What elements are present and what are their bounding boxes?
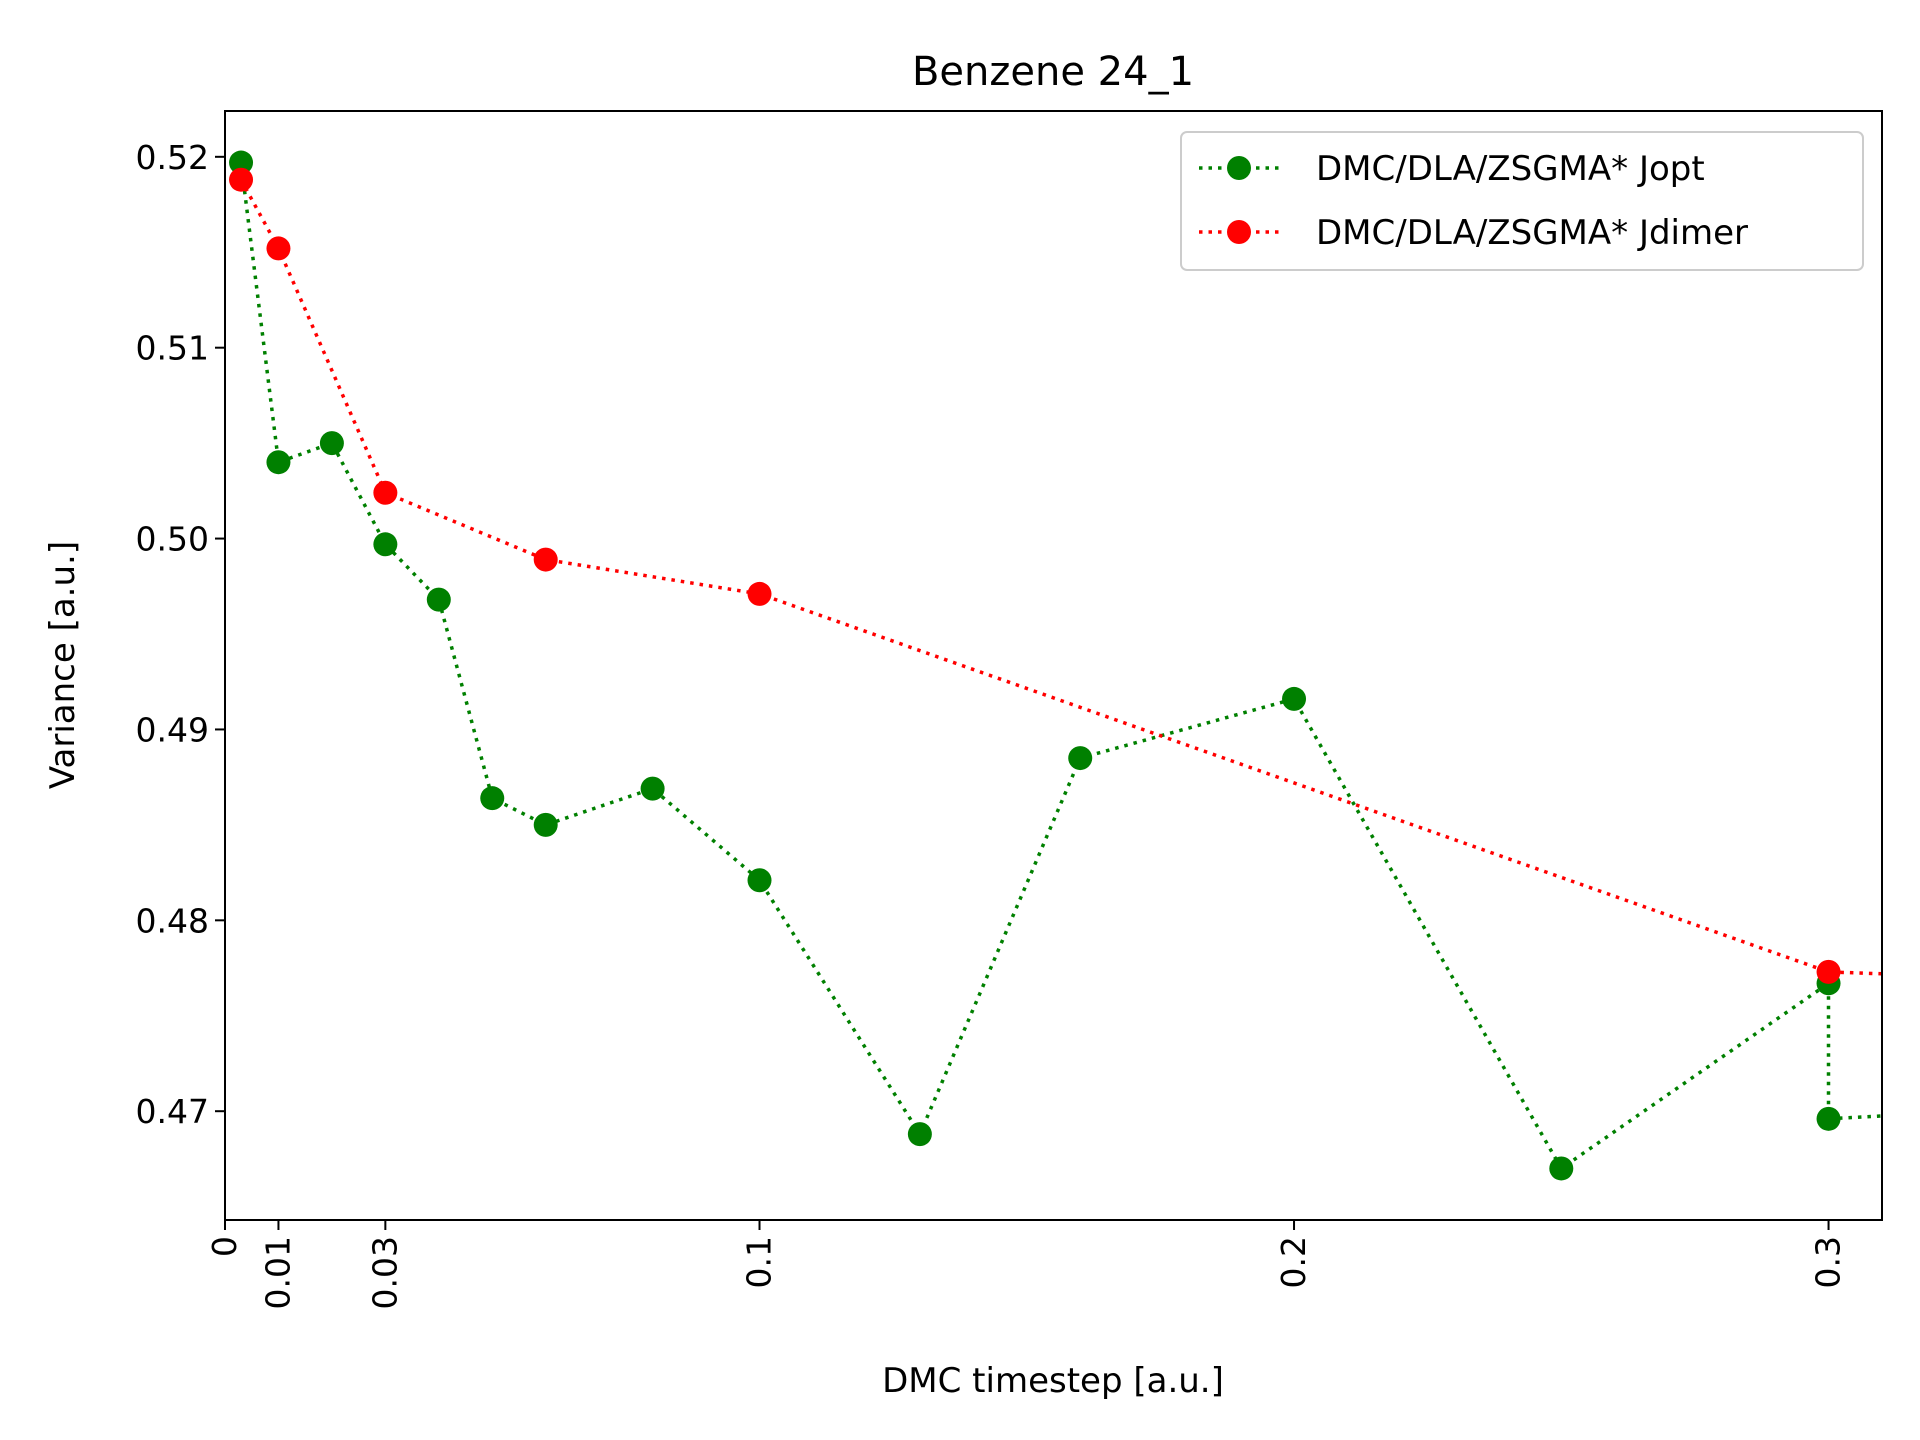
y-axis: 0.47 0.48 0.49 0.50 0.51 0.52: [136, 138, 225, 1131]
data-point: [1068, 746, 1093, 771]
series-line: [239, 162, 1882, 1172]
series-layer: [229, 150, 1882, 1181]
y-tick-label: 0.48: [136, 901, 209, 940]
data-point: [907, 1122, 932, 1147]
data-point: [229, 150, 254, 175]
data-point: [373, 480, 398, 505]
y-tick-label: 0.47: [136, 1092, 209, 1131]
data-point: [1282, 686, 1307, 711]
y-tick-label: 0.50: [136, 520, 209, 559]
x-tick-label: 0: [205, 1236, 244, 1257]
data-point: [1549, 1156, 1574, 1181]
y-tick-label: 0.49: [136, 710, 209, 749]
chart-title: Benzene 24_1: [912, 49, 1194, 95]
y-tick-label: 0.51: [136, 329, 209, 368]
y-tick-label: 0.52: [136, 138, 209, 177]
data-point: [533, 547, 558, 572]
x-tick-label: 0.2: [1274, 1236, 1313, 1288]
data-point: [480, 786, 505, 811]
series-1: [229, 167, 1882, 984]
x-tick-label: 0.3: [1809, 1236, 1848, 1288]
data-point: [229, 167, 254, 192]
legend-marker: [1227, 220, 1251, 244]
data-point: [747, 581, 772, 606]
data-point: [266, 236, 291, 261]
x-axis: 0 0.01 0.03 0.1 0.2 0.3: [205, 1220, 1848, 1309]
data-point: [533, 812, 558, 837]
x-tick-label: 0.01: [258, 1236, 297, 1309]
legend-box: [1180, 131, 1864, 271]
plot-frame: [224, 110, 1883, 1221]
series-0: [229, 150, 1882, 1181]
data-point: [747, 868, 772, 893]
data-point: [1816, 959, 1841, 984]
data-point: [640, 776, 665, 801]
x-axis-label: DMC timestep [a.u.]: [882, 1361, 1224, 1401]
x-tick-label: 0.03: [365, 1236, 404, 1309]
legend-label: DMC/DLA/ZSGMA* Jopt: [1316, 149, 1705, 189]
data-point: [266, 450, 291, 475]
data-point: [319, 431, 344, 456]
legend-marker: [1227, 156, 1251, 180]
data-point: [373, 532, 398, 557]
legend: DMC/DLA/ZSGMA* Jopt DMC/DLA/ZSGMA* Jdimer: [1180, 131, 1864, 271]
legend-label: DMC/DLA/ZSGMA* Jdimer: [1316, 213, 1748, 253]
data-point: [426, 587, 451, 612]
data-point: [1816, 1106, 1841, 1131]
y-axis-label: Variance [a.u.]: [43, 541, 83, 789]
x-tick-label: 0.1: [740, 1236, 779, 1288]
